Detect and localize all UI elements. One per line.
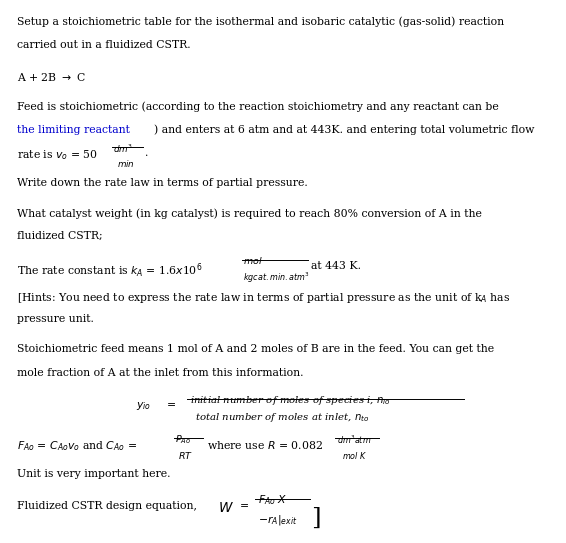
Text: Fluidized CSTR design equation,: Fluidized CSTR design equation,: [17, 501, 197, 510]
Text: where use $R$ = 0.082: where use $R$ = 0.082: [207, 439, 323, 451]
Text: $-r_A|_{exit}$: $-r_A|_{exit}$: [258, 513, 297, 527]
Text: $kgcat.min.atm^3$: $kgcat.min.atm^3$: [243, 271, 310, 286]
Text: [Hints: You need to express the rate law in terms of partial pressure as the uni: [Hints: You need to express the rate law…: [17, 291, 510, 305]
Text: $mol$: $mol$: [243, 255, 263, 266]
Text: ) and enters at 6 atm and at 443K. and entering total volumetric flow: ) and enters at 6 atm and at 443K. and e…: [154, 125, 534, 135]
Text: $y_{io}$: $y_{io}$: [136, 400, 151, 412]
Text: the limiting reactant: the limiting reactant: [17, 125, 130, 135]
Text: at 443 K.: at 443 K.: [311, 261, 361, 271]
Text: total number of moles at inlet, $n_{to}$: total number of moles at inlet, $n_{to}$: [195, 411, 370, 424]
Text: $dm^3$: $dm^3$: [113, 143, 133, 155]
Text: rate is $v_o$ = 50: rate is $v_o$ = 50: [17, 148, 98, 162]
Text: $dm^3atm$: $dm^3atm$: [337, 433, 371, 446]
Text: The rate constant is $k_A$ = 1.6$x$10$^6$: The rate constant is $k_A$ = 1.6$x$10$^6…: [17, 261, 203, 280]
Text: pressure unit.: pressure unit.: [17, 314, 94, 324]
Text: $F_{Ao}$ $X$: $F_{Ao}$ $X$: [258, 494, 287, 507]
Text: Setup a stoichiometric table for the isothermal and isobaric catalytic (gas-soli: Setup a stoichiometric table for the iso…: [17, 16, 504, 27]
Text: fluidized CSTR;: fluidized CSTR;: [17, 231, 102, 241]
Text: Feed is stoichiometric (according to the reaction stoichiometry and any reactant: Feed is stoichiometric (according to the…: [17, 102, 499, 112]
Text: $W$: $W$: [218, 501, 234, 515]
Text: $mol$ $K$: $mol$ $K$: [342, 450, 368, 461]
Text: $min$: $min$: [117, 158, 135, 169]
Text: .: .: [145, 148, 149, 158]
Text: mole fraction of A at the inlet from this information.: mole fraction of A at the inlet from thi…: [17, 368, 303, 377]
Text: Write down the rate law in terms of partial pressure.: Write down the rate law in terms of part…: [17, 178, 308, 188]
Text: initial number of moles of species i, $n_{io}$: initial number of moles of species i, $n…: [190, 394, 390, 407]
Text: $P_{Ao}$: $P_{Ao}$: [175, 433, 191, 446]
Text: $RT$: $RT$: [178, 450, 193, 461]
Text: What catalyst weight (in kg catalyst) is required to reach 80% conversion of A i: What catalyst weight (in kg catalyst) is…: [17, 208, 482, 218]
Text: =: =: [239, 501, 248, 510]
Text: =: =: [167, 400, 176, 410]
Text: A + 2B $\rightarrow$ C: A + 2B $\rightarrow$ C: [17, 71, 86, 83]
Text: Stoichiometric feed means 1 mol of A and 2 moles of B are in the feed. You can g: Stoichiometric feed means 1 mol of A and…: [17, 344, 494, 354]
Text: $F_{Ao}$ = $C_{Ao}$$v_o$ and $C_{Ao}$ =: $F_{Ao}$ = $C_{Ao}$$v_o$ and $C_{Ao}$ =: [17, 439, 137, 453]
Text: Unit is very important here.: Unit is very important here.: [17, 469, 170, 479]
Text: ]: ]: [311, 507, 321, 530]
Text: carried out in a fluidized CSTR.: carried out in a fluidized CSTR.: [17, 40, 191, 49]
